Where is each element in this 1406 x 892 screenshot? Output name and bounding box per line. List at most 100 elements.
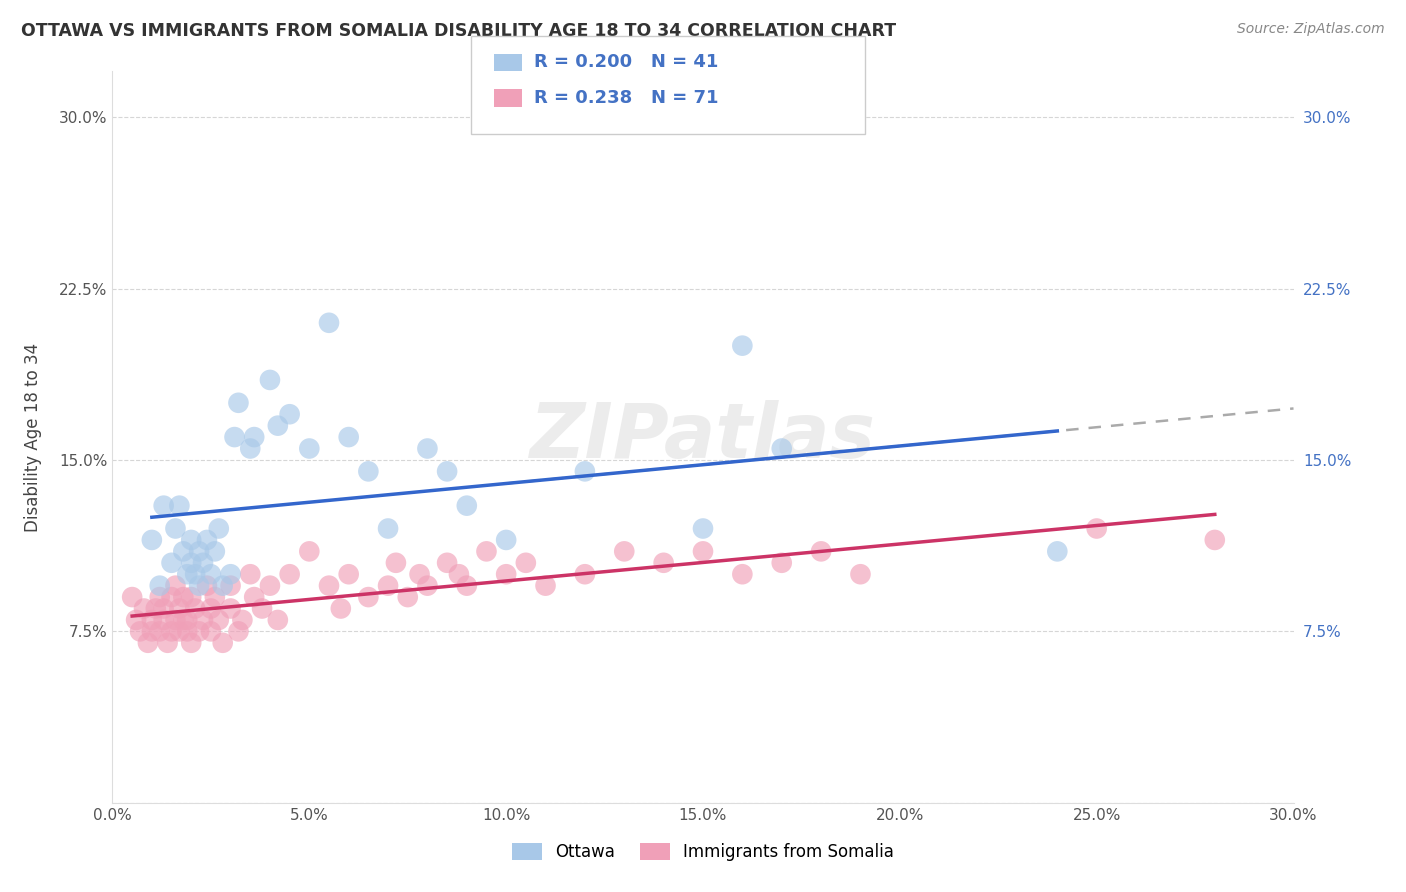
Point xyxy=(475,544,498,558)
Point xyxy=(416,579,439,593)
Point xyxy=(239,442,262,456)
Point xyxy=(195,579,218,593)
Y-axis label: Disability Age 18 to 34: Disability Age 18 to 34 xyxy=(24,343,42,532)
Point xyxy=(574,567,596,582)
Point xyxy=(180,556,202,570)
Point xyxy=(259,373,281,387)
Point xyxy=(318,316,340,330)
Point xyxy=(495,567,517,582)
Point xyxy=(149,624,172,639)
Point xyxy=(191,556,214,570)
Point xyxy=(204,544,226,558)
Point xyxy=(184,601,207,615)
Point xyxy=(172,544,194,558)
Point xyxy=(160,624,183,639)
Point xyxy=(208,521,231,535)
Point xyxy=(121,590,143,604)
Point xyxy=(169,601,191,615)
Point xyxy=(160,590,183,604)
Point xyxy=(204,590,226,604)
Point xyxy=(396,590,419,604)
Point xyxy=(132,601,155,615)
Point xyxy=(211,636,233,650)
Point xyxy=(152,613,174,627)
Point xyxy=(200,624,222,639)
Point xyxy=(228,624,250,639)
Point xyxy=(243,430,266,444)
Point xyxy=(1046,544,1069,558)
Point xyxy=(152,601,174,615)
Point xyxy=(200,601,222,615)
Point xyxy=(337,567,360,582)
Point xyxy=(165,521,187,535)
Point xyxy=(495,533,517,547)
Point xyxy=(770,442,793,456)
Text: OTTAWA VS IMMIGRANTS FROM SOMALIA DISABILITY AGE 18 TO 34 CORRELATION CHART: OTTAWA VS IMMIGRANTS FROM SOMALIA DISABI… xyxy=(21,22,896,40)
Point xyxy=(231,613,253,627)
Point xyxy=(141,533,163,547)
Point xyxy=(357,590,380,604)
Point xyxy=(298,544,321,558)
Point xyxy=(152,499,174,513)
Point xyxy=(250,601,273,615)
Point xyxy=(180,590,202,604)
Point xyxy=(211,579,233,593)
Point xyxy=(180,636,202,650)
Point xyxy=(329,601,352,615)
Point xyxy=(129,624,152,639)
Point xyxy=(357,464,380,478)
Point xyxy=(456,499,478,513)
Point xyxy=(172,613,194,627)
Point xyxy=(141,624,163,639)
Point xyxy=(408,567,430,582)
Point xyxy=(145,601,167,615)
Point xyxy=(377,579,399,593)
Point xyxy=(385,556,408,570)
Point xyxy=(195,533,218,547)
Point xyxy=(377,521,399,535)
Point xyxy=(770,556,793,570)
Point xyxy=(219,579,242,593)
Point xyxy=(169,624,191,639)
Point xyxy=(692,544,714,558)
Point xyxy=(176,624,198,639)
Point xyxy=(149,579,172,593)
Point xyxy=(176,567,198,582)
Point xyxy=(125,613,148,627)
Point xyxy=(188,579,211,593)
Point xyxy=(515,556,537,570)
Point xyxy=(731,338,754,352)
Text: ZIPatlas: ZIPatlas xyxy=(530,401,876,474)
Point xyxy=(180,533,202,547)
Point xyxy=(188,544,211,558)
Point xyxy=(613,544,636,558)
Point xyxy=(239,567,262,582)
Point xyxy=(416,442,439,456)
Point xyxy=(200,567,222,582)
Point xyxy=(224,430,246,444)
Legend: Ottawa, Immigrants from Somalia: Ottawa, Immigrants from Somalia xyxy=(505,836,901,868)
Point xyxy=(165,613,187,627)
Point xyxy=(267,613,290,627)
Point xyxy=(436,464,458,478)
Point xyxy=(176,613,198,627)
Point xyxy=(318,579,340,593)
Point xyxy=(191,613,214,627)
Point xyxy=(298,442,321,456)
Text: Source: ZipAtlas.com: Source: ZipAtlas.com xyxy=(1237,22,1385,37)
Point xyxy=(731,567,754,582)
Point xyxy=(267,418,290,433)
Point xyxy=(141,613,163,627)
Point xyxy=(136,636,159,650)
Point xyxy=(278,567,301,582)
Point xyxy=(278,407,301,421)
Point xyxy=(160,556,183,570)
Point xyxy=(534,579,557,593)
Point xyxy=(169,499,191,513)
Point xyxy=(1085,521,1108,535)
Point xyxy=(243,590,266,604)
Point xyxy=(259,579,281,593)
Point xyxy=(849,567,872,582)
Point xyxy=(219,601,242,615)
Point xyxy=(692,521,714,535)
